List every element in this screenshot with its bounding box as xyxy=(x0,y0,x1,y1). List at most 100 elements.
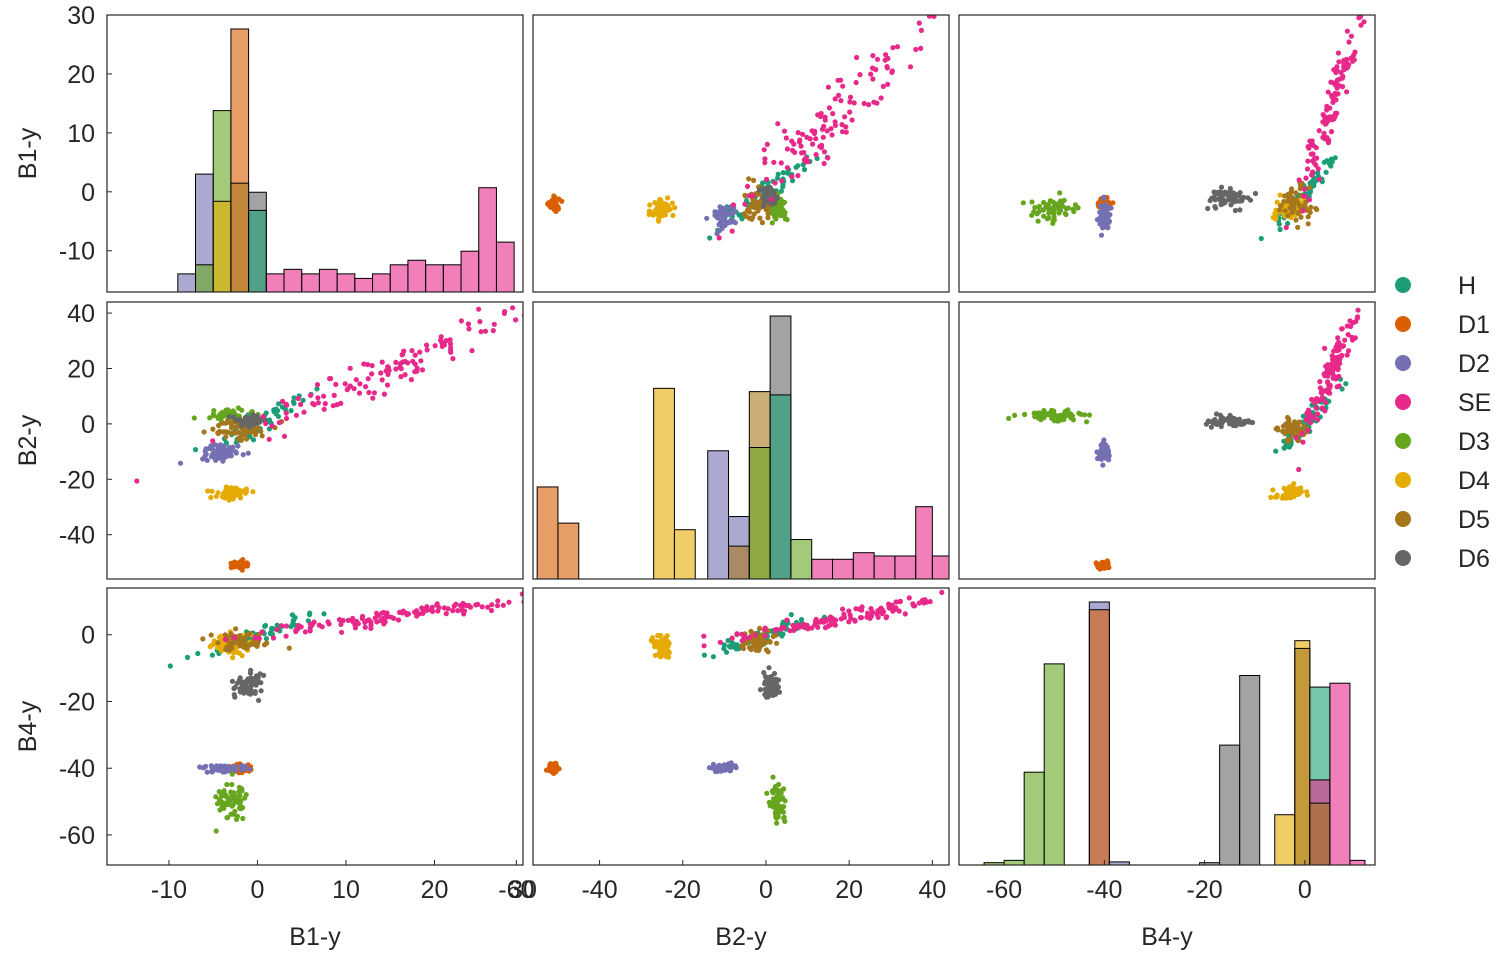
point-se-1-0-75 xyxy=(398,366,404,372)
point-se-1-2-112 xyxy=(1348,323,1354,329)
legend-item-se: SE xyxy=(1395,389,1491,417)
point-se-2-1-9 xyxy=(815,624,821,630)
hist-bar-b1-y-d5-6 xyxy=(230,182,250,292)
point-d4-0-1-23 xyxy=(669,200,675,206)
point-se-0-2-109 xyxy=(1356,15,1362,18)
point-d6-1-2-46 xyxy=(1241,418,1248,424)
point-d3-2-1-25 xyxy=(770,774,776,780)
x-tick-b1-y-20: 20 xyxy=(421,876,449,904)
point-se-2-1-100 xyxy=(827,622,833,628)
point-se-0-1-119 xyxy=(815,112,821,118)
point-d2-0-1-58 xyxy=(721,211,727,217)
legend-marker-d4 xyxy=(1395,472,1411,488)
point-d4-1-0-52 xyxy=(208,494,214,501)
x-tick-b4-y--60: -60 xyxy=(986,876,1022,904)
point-d5-0-1-50 xyxy=(742,193,749,199)
point-d2-1-0-56 xyxy=(211,454,217,460)
point-se-1-0-78 xyxy=(327,376,333,382)
point-se-1-0-83 xyxy=(293,412,299,418)
x-tick-b1-y-10: 10 xyxy=(332,876,360,904)
point-se-2-0-36 xyxy=(256,635,262,642)
point-se-0-1-58 xyxy=(842,114,848,120)
point-d5-1-2-57 xyxy=(1285,420,1291,427)
point-d3-0-2-42 xyxy=(1036,209,1042,215)
point-d2-0-1-59 xyxy=(712,210,718,216)
point-se-1-2-77 xyxy=(1355,314,1361,320)
point-se-2-0-77 xyxy=(222,636,228,643)
point-se-0-1-117 xyxy=(821,160,827,167)
legend-marker-d2 xyxy=(1395,355,1411,371)
point-d5-2-0-54 xyxy=(208,632,214,638)
point-d5-0-2-24 xyxy=(1281,198,1287,205)
point-se-1-2-59 xyxy=(1296,466,1302,473)
point-se-2-0-92 xyxy=(302,629,308,635)
point-d5-0-2-27 xyxy=(1307,185,1313,191)
point-d5-2-0-56 xyxy=(224,644,230,650)
point-se-2-1-16 xyxy=(762,633,768,639)
point-d3-0-2-58 xyxy=(1053,201,1059,207)
point-se-0-1-51 xyxy=(836,92,842,98)
point-d4-2-1-23 xyxy=(652,652,659,659)
point-h-0-1-15 xyxy=(801,166,808,173)
point-se-0-1-19 xyxy=(829,132,835,138)
labels-layer: -10 0 10 20 30 B1-y -60 -40 -20 0 20 40 B2-y -60 -40 -2… xyxy=(14,2,1312,951)
point-d6-0-1-46 xyxy=(759,186,766,192)
point-se-1-0-13 xyxy=(283,410,289,416)
point-se-1-2-117 xyxy=(1305,427,1311,433)
point-d2-2-0-28 xyxy=(247,766,253,772)
point-se-2-1-107 xyxy=(912,603,918,609)
legend-label-d2: D2 xyxy=(1458,350,1490,378)
point-se-0-2-43 xyxy=(1344,89,1350,95)
point-d6-2-0-57 xyxy=(243,680,249,686)
point-h-1-2-27 xyxy=(1273,448,1279,454)
point-d2-2-0-58 xyxy=(224,765,231,771)
point-se-2-1-76 xyxy=(840,606,846,612)
point-h-1-0-49 xyxy=(273,406,279,412)
point-d6-0-2-29 xyxy=(1227,185,1233,192)
point-d6-0-1-49 xyxy=(774,194,781,201)
hist-bar-b4-y-d2-6 xyxy=(1108,861,1130,865)
point-d6-2-0-52 xyxy=(231,692,237,698)
point-se-2-1-106 xyxy=(852,618,858,624)
point-d6-2-0-59 xyxy=(261,672,267,679)
point-h-0-2-51 xyxy=(1258,235,1264,242)
hist-bar-b1-y-se-22 xyxy=(495,241,515,292)
point-d3-1-0-43 xyxy=(207,415,213,421)
point-d5-2-1-45 xyxy=(757,641,763,648)
point-se-0-1-50 xyxy=(763,176,770,182)
point-d6-1-2-51 xyxy=(1203,421,1209,427)
point-d3-1-2-2 xyxy=(1084,419,1090,425)
point-se-1-2-2 xyxy=(1322,399,1329,405)
point-d3-0-2-54 xyxy=(1058,202,1064,209)
point-se-2-1-81 xyxy=(841,611,847,618)
point-se-1-0-106 xyxy=(397,361,403,367)
point-d3-1-0-33 xyxy=(211,408,217,414)
point-se-2-0-80 xyxy=(293,627,299,634)
point-se-2-1-89 xyxy=(791,626,797,632)
hist-bar-b4-y-d3-3 xyxy=(1043,663,1065,865)
point-d4-1-2-58 xyxy=(1291,487,1297,493)
point-d4-1-2-44 xyxy=(1268,494,1274,500)
point-se-0-2-71 xyxy=(1346,39,1352,45)
point-se-1-0-7 xyxy=(301,409,307,415)
point-d3-0-1-58 xyxy=(771,208,777,214)
point-se-2-0-51 xyxy=(414,608,420,614)
point-se-0-1-63 xyxy=(798,143,804,149)
point-d3-0-2-50 xyxy=(1047,198,1053,204)
point-d3-2-0-39 xyxy=(221,805,227,812)
point-h-2-1-46 xyxy=(725,637,731,644)
point-se-2-1-102 xyxy=(921,600,927,606)
point-d2-1-0-51 xyxy=(203,446,209,452)
legend-marker-d3 xyxy=(1395,433,1411,449)
legend-marker-d6 xyxy=(1395,550,1411,566)
point-h-2-1-59 xyxy=(726,643,732,649)
point-se-2-1-36 xyxy=(838,616,844,622)
point-se-1-2-88 xyxy=(1333,374,1339,380)
point-se-0-1-92 xyxy=(800,131,806,137)
point-h-2-1-40 xyxy=(724,649,730,655)
point-d3-1-2-48 xyxy=(1043,411,1049,417)
point-se-0-1-54 xyxy=(870,53,876,59)
point-d6-1-2-58 xyxy=(1227,419,1233,425)
point-se-1-0-14 xyxy=(478,329,484,335)
hist-bar-b4-y-d3-2 xyxy=(1023,771,1045,865)
